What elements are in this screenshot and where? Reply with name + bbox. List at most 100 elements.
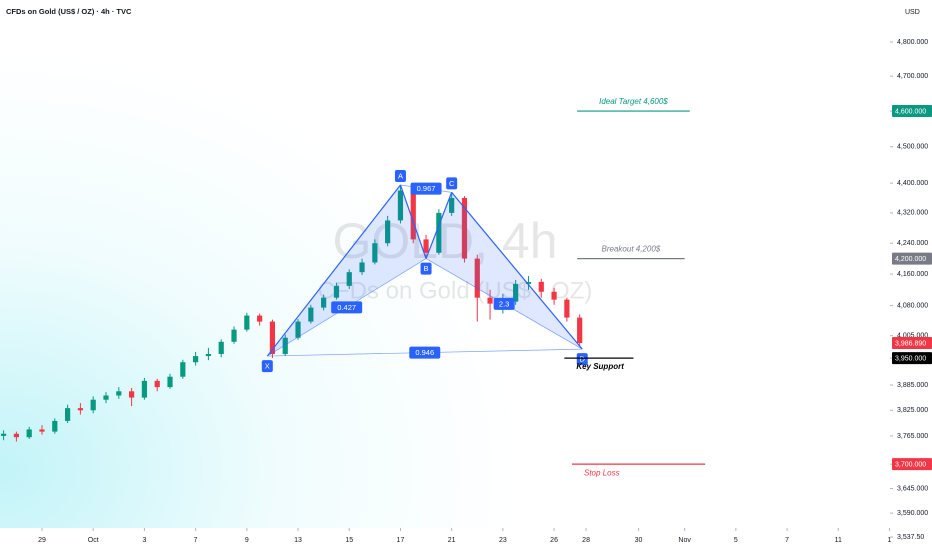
- pattern-point-label-box: [394, 169, 406, 182]
- price-label: 3,950.000: [895, 355, 926, 362]
- candle-body: [538, 281, 544, 292]
- candle-body: [141, 380, 148, 398]
- level-label: Ideal Target 4,600$: [599, 97, 668, 106]
- pattern-point-label-box: [576, 353, 588, 366]
- time-axis: [0, 528, 890, 550]
- candle-body: [26, 429, 32, 438]
- y-tick-label: 4,005.000: [897, 333, 928, 340]
- price-label-box: [892, 252, 932, 265]
- candle-body: [397, 190, 404, 221]
- y-tick-label: 3,537.50: [897, 534, 924, 541]
- candle-body: [39, 429, 45, 432]
- pattern-leg: [266, 184, 401, 357]
- candle-body: [487, 297, 493, 304]
- y-tick-label: 4,160.000: [897, 271, 928, 278]
- y-tick-label: 3,885.000: [897, 382, 928, 389]
- pattern-ratio-box: [409, 346, 441, 359]
- candle-body: [282, 337, 288, 355]
- x-tick-label: 21: [448, 537, 456, 544]
- pattern-point-label: D: [580, 355, 586, 364]
- x-tick-label: 9: [245, 537, 249, 544]
- level-label: Stop Loss: [584, 468, 620, 477]
- candle-body: [474, 258, 480, 298]
- pattern-ratio: 0.967: [417, 184, 436, 193]
- candle-body: [103, 395, 109, 400]
- y-tick-label: 3,590.000: [897, 510, 928, 517]
- candle-body: [321, 297, 327, 308]
- candle-body: [436, 212, 442, 253]
- candle-body: [52, 420, 58, 432]
- pattern-ratio-box: [493, 297, 515, 310]
- pattern-ratio-box: [331, 301, 363, 314]
- pattern-ratio: 2.3: [499, 299, 509, 308]
- pattern-leg: [425, 192, 453, 259]
- level-label: Key Support: [576, 362, 624, 371]
- x-tick-label: 7: [785, 537, 789, 544]
- x-tick-label: Nov: [678, 537, 691, 544]
- candle-body: [449, 197, 455, 213]
- candle-body: [13, 433, 19, 438]
- candle-body: [77, 408, 83, 411]
- candle-body: [551, 291, 557, 300]
- pattern-point-label: B: [424, 264, 429, 273]
- candle-body: [333, 285, 340, 298]
- y-tick-label: 4,240.000: [897, 240, 928, 247]
- pattern-leg: [451, 191, 583, 350]
- y-tick-label: 4,500.000: [897, 144, 928, 151]
- candle-body: [295, 321, 301, 338]
- candle-body: [410, 190, 416, 240]
- pattern-fill: [426, 192, 583, 350]
- candle-body: [461, 197, 468, 259]
- candle-body: [180, 362, 186, 377]
- candle-body: [513, 283, 519, 302]
- candle-body: [525, 281, 532, 284]
- y-tick-label: 4,700.000: [897, 73, 928, 80]
- candle-body: [116, 391, 122, 396]
- candle-body: [359, 262, 365, 273]
- x-tick-label: 17: [397, 537, 405, 544]
- candle-body: [167, 376, 173, 388]
- y-tick-label: 4,080.000: [897, 302, 928, 309]
- pattern-point-label-box: [446, 177, 458, 190]
- level-label: Breakout 4,200$: [602, 245, 661, 254]
- candle-body: [0, 433, 7, 436]
- y-tick-label: 4,320.000: [897, 210, 928, 217]
- currency: USD: [905, 9, 920, 16]
- plot-area: X A B C D 0.427 0.967 2.3 0.946 Ideal Target 4,60…: [0, 97, 706, 477]
- candle-body: [564, 299, 570, 318]
- pattern-ratio: 0.427: [337, 303, 356, 312]
- chart-title: CFDs on Gold (US$ / OZ) · 4h · TVC: [6, 7, 132, 16]
- pattern-ratio-box: [410, 182, 442, 195]
- pattern-point-label-box: [261, 360, 273, 373]
- candle-body: [269, 321, 276, 355]
- y-tick-label: 3,645.000: [897, 485, 928, 492]
- y-tick-label: 4,400.000: [897, 180, 928, 187]
- candle-body: [257, 315, 263, 322]
- pattern-point-label: A: [398, 171, 403, 180]
- candle-body: [154, 380, 160, 388]
- pattern-leg: [399, 184, 427, 259]
- x-tick-label: 29: [38, 537, 46, 544]
- x-tick-label: 5: [734, 537, 738, 544]
- candle-body: [577, 317, 583, 343]
- price-label: 4,200.000: [895, 256, 926, 263]
- x-tick-label: 7: [194, 537, 198, 544]
- candle-body: [205, 354, 212, 357]
- pattern-point-label: C: [449, 179, 455, 188]
- price-label-box: [892, 352, 932, 365]
- price-label-box: [892, 105, 932, 118]
- x-tick-label: 11: [835, 537, 842, 544]
- price-label-box: [892, 337, 932, 350]
- y-tick-label: 4,800.000: [897, 39, 928, 46]
- candle-body: [64, 408, 71, 421]
- pattern-fill: [267, 184, 427, 357]
- x-tick-label: 28: [582, 537, 590, 544]
- candle-body: [90, 399, 96, 411]
- y-tick-label: 3,765.000: [897, 433, 928, 440]
- candle-body: [346, 272, 352, 286]
- x-tick-label: 13: [294, 537, 302, 544]
- candle-body: [423, 239, 429, 253]
- x-tick-label: 23: [499, 537, 507, 544]
